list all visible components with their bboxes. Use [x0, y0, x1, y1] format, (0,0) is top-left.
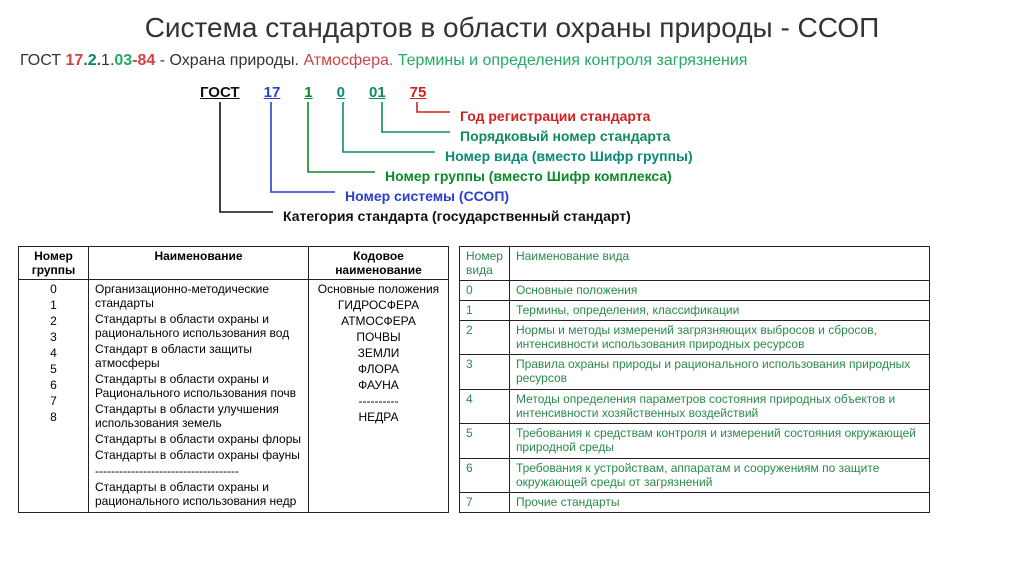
- table-row: 6Требования к устройствам, аппаратам и с…: [460, 458, 930, 492]
- col-group-code: Кодовое наименование: [309, 247, 449, 280]
- code-segment-17: 17: [264, 84, 281, 101]
- table-cell: Основные положения: [509, 281, 929, 301]
- col-group-name: Наименование: [89, 247, 309, 280]
- table-cell: 0: [460, 281, 510, 301]
- page-title: Система стандартов в области охраны прир…: [0, 0, 1024, 44]
- table-row: 2Нормы и методы измерений загрязняющих в…: [460, 321, 930, 355]
- table-cell: АТМОСФЕРА: [315, 314, 442, 328]
- code-segment-01: 01: [369, 84, 386, 101]
- subtitle-part: - Охрана природы.: [155, 52, 303, 69]
- subtitle-line: ГОСТ 17.2.1.03-84 - Охрана природы. Атмо…: [0, 44, 1024, 70]
- tables-row: Номер группы Наименование Кодовое наимен…: [0, 240, 1024, 513]
- code-segment-1: 1: [304, 84, 312, 101]
- subtitle-part: .2.: [83, 52, 101, 69]
- table-cell: 7: [460, 493, 510, 513]
- table-cell: 2: [25, 314, 82, 328]
- table-cell: ФАУНА: [315, 378, 442, 392]
- table-row: 4Методы определения параметров состояния…: [460, 389, 930, 423]
- table-cell: ------------------------------------: [95, 464, 302, 478]
- table-cell: 1: [25, 298, 82, 312]
- table-cell: Стандарты в области охраны и рационально…: [95, 480, 302, 508]
- code-segment-gost: ГОСТ: [200, 84, 240, 101]
- desc-year: Год регистрации стандарта: [460, 106, 693, 126]
- table-cell: Методы определения параметров состояния …: [509, 389, 929, 423]
- col-type-name: Наименование вида: [509, 247, 929, 281]
- table-row: 3Правила охраны природы и рационального …: [460, 355, 930, 389]
- subtitle-part: -84: [132, 52, 155, 69]
- table-cell: ----------: [315, 394, 442, 408]
- table-cell: 6: [460, 458, 510, 492]
- table-cell: 4: [25, 346, 82, 360]
- table-cell: 3: [25, 330, 82, 344]
- subtitle-part: 03: [114, 52, 132, 69]
- table-cell: 1: [460, 301, 510, 321]
- table-cell: 5: [460, 424, 510, 458]
- table-cell: Стандарты в области улучшения использова…: [95, 402, 302, 430]
- code-segment-0: 0: [337, 84, 345, 101]
- table-cell: 6: [25, 378, 82, 392]
- table-cell: 7: [25, 394, 82, 408]
- table-cell: Термины, определения, классификации: [509, 301, 929, 321]
- table-row: 5Требования к средствам контроля и измер…: [460, 424, 930, 458]
- table-cell: Прочие стандарты: [509, 493, 929, 513]
- table-cell: ГИДРОСФЕРА: [315, 298, 442, 312]
- groups-table: Номер группы Наименование Кодовое наимен…: [18, 246, 449, 513]
- table-cell: ФЛОРА: [315, 362, 442, 376]
- subtitle-part: ГОСТ: [20, 52, 65, 69]
- table-row: 0Основные положения: [460, 281, 930, 301]
- table-cell: Нормы и методы измерений загрязняющих вы…: [509, 321, 929, 355]
- desc-category: Категория стандарта (государственный ста…: [283, 206, 693, 226]
- table-cell: ПОЧВЫ: [315, 330, 442, 344]
- table-cell: Организационно-методические стандарты: [95, 282, 302, 310]
- table-cell: 2: [460, 321, 510, 355]
- table-cell: Стандарт в области защиты атмосферы: [95, 342, 302, 370]
- code-breakdown-diagram: ГОСТ 17 1 0 01 75 Год регистрации станда…: [0, 80, 1024, 240]
- table-row: 7Прочие стандарты: [460, 493, 930, 513]
- table-cell: Требования к средствам контроля и измере…: [509, 424, 929, 458]
- col-type-num: Номер вида: [460, 247, 510, 281]
- table-cell: Стандарты в области охраны фауны: [95, 448, 302, 462]
- table-cell: Стандарты в области охраны и Рационально…: [95, 372, 302, 400]
- table-cell: 8: [25, 410, 82, 424]
- subtitle-part: Атмосфера.: [303, 52, 393, 69]
- subtitle-part: 17: [65, 52, 83, 69]
- table-cell: Стандарты в области охраны и рационально…: [95, 312, 302, 340]
- table-cell: Требования к устройствам, аппаратам и со…: [509, 458, 929, 492]
- desc-system-num: Номер системы (ССОП): [345, 186, 693, 206]
- table-cell: НЕДРА: [315, 410, 442, 424]
- table-cell: 4: [460, 389, 510, 423]
- code-description-list: Год регистрации стандарта Порядковый ном…: [310, 106, 693, 226]
- code-row: ГОСТ 17 1 0 01 75: [200, 84, 426, 101]
- desc-number: Порядковый номер стандарта: [460, 126, 693, 146]
- code-segment-75: 75: [410, 84, 427, 101]
- subtitle-part: 1.: [101, 52, 114, 69]
- desc-type-num: Номер вида (вместо Шифр группы): [445, 146, 693, 166]
- types-table: Номер видаНаименование вида0Основные пол…: [459, 246, 930, 513]
- table-cell: Основные положения: [315, 282, 442, 296]
- desc-group-num: Номер группы (вместо Шифр комплекса): [385, 166, 693, 186]
- table-cell: 0: [25, 282, 82, 296]
- table-cell: 3: [460, 355, 510, 389]
- table-cell: Стандарты в области охраны флоры: [95, 432, 302, 446]
- table-cell: Правила охраны природы и рационального и…: [509, 355, 929, 389]
- table-cell: 5: [25, 362, 82, 376]
- subtitle-part: Термины и определения контроля загрязнен…: [393, 52, 747, 69]
- table-cell: ЗЕМЛИ: [315, 346, 442, 360]
- table-row: 1Термины, определения, классификации: [460, 301, 930, 321]
- col-group-num: Номер группы: [19, 247, 89, 280]
